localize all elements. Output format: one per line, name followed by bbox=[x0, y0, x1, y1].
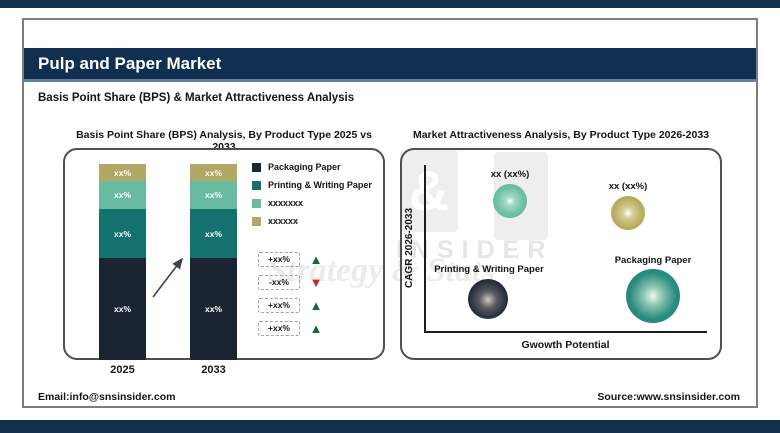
bps-change-box-1: +xx% bbox=[258, 252, 300, 267]
bar-2033-segment-xxxxxxx: xx% bbox=[190, 181, 237, 209]
x-axis-label: Gwowth Potential bbox=[521, 339, 610, 351]
segment-value: xx% bbox=[204, 190, 222, 200]
legend-item-printing-writing: Printing & Writing Paper bbox=[252, 179, 372, 191]
bps-change-box-4: +xx% bbox=[258, 321, 300, 336]
bar-2025-segment-xxxxxxx: xx% bbox=[99, 181, 146, 209]
bubble-label-seafoam: xx (xx%) bbox=[490, 169, 530, 180]
bar-2033-segment-printing-writing: xx% bbox=[190, 209, 237, 258]
legend-swatch-seafoam bbox=[252, 198, 261, 208]
legend-swatch-navy bbox=[252, 162, 261, 172]
bar-2033: xx% xx% xx% xx% bbox=[190, 164, 237, 360]
title-bar: Pulp and Paper Market bbox=[24, 48, 756, 82]
legend-label: Printing & Writing Paper bbox=[268, 180, 372, 190]
footer-email: Email:info@snsinsider.com bbox=[38, 391, 176, 403]
up-triangle-icon: ▲ bbox=[309, 252, 323, 267]
segment-value: xx% bbox=[204, 304, 222, 314]
down-triangle-icon: ▼ bbox=[309, 275, 323, 290]
legend-label: xxxxxx bbox=[268, 216, 299, 226]
legend-swatch-teal bbox=[252, 180, 261, 190]
up-triangle-icon: ▲ bbox=[309, 298, 323, 313]
segment-value: xx% bbox=[113, 304, 131, 314]
legend-label: xxxxxxx bbox=[268, 198, 304, 208]
y-axis-label: CAGR 2026-2033 bbox=[404, 207, 415, 289]
growth-arrow-icon bbox=[152, 257, 183, 298]
bps-legend: Packaging Paper Printing & Writing Paper… bbox=[252, 161, 372, 233]
segment-value: xx% bbox=[113, 190, 131, 200]
attractiveness-chart-title: Market Attractiveness Analysis, By Produ… bbox=[412, 129, 710, 141]
bubble-label-printing-writing: Printing & Writing Paper bbox=[434, 264, 544, 275]
bubble-seafoam bbox=[493, 184, 527, 218]
bubble-label-khaki: xx (xx%) bbox=[608, 181, 648, 192]
legend-swatch-khaki bbox=[252, 216, 261, 226]
bubble-khaki bbox=[611, 196, 645, 230]
bps-change-box-2: -xx% bbox=[258, 275, 300, 290]
legend-item-packaging: Packaging Paper bbox=[252, 161, 372, 173]
bar-2025-segment-packaging: xx% bbox=[99, 258, 146, 360]
bps-chart-title: Basis Point Share (BPS) Analysis, By Pro… bbox=[76, 129, 372, 153]
page-title: Pulp and Paper Market bbox=[38, 54, 222, 73]
attractiveness-chart-panel bbox=[400, 148, 722, 360]
bar-2025-segment-xxxxxx: xx% bbox=[99, 164, 146, 181]
bubble-packaging-paper bbox=[626, 269, 680, 323]
legend-label: Packaging Paper bbox=[268, 162, 341, 172]
legend-item-xxxxxx: xxxxxx bbox=[252, 215, 372, 227]
bubble-printing-writing-paper bbox=[468, 279, 508, 319]
footer-source: Source:www.snsinsider.com bbox=[597, 391, 740, 403]
y-axis-line bbox=[424, 165, 426, 333]
top-accent-strip bbox=[0, 0, 780, 8]
page-subtitle: Basis Point Share (BPS) & Market Attract… bbox=[38, 92, 355, 104]
bps-change-box-3: +xx% bbox=[258, 298, 300, 313]
segment-value: xx% bbox=[204, 167, 222, 178]
segment-value: xx% bbox=[113, 228, 131, 239]
year-label-2033: 2033 bbox=[201, 364, 226, 376]
legend-item-xxxxxxx: xxxxxxx bbox=[252, 197, 372, 209]
bubble-label-packaging: Packaging Paper bbox=[614, 255, 692, 266]
bar-2033-segment-xxxxxx: xx% bbox=[190, 164, 237, 181]
x-axis-line bbox=[424, 331, 707, 333]
up-triangle-icon: ▲ bbox=[309, 321, 323, 336]
bottom-accent-strip bbox=[0, 420, 780, 433]
segment-value: xx% bbox=[113, 167, 131, 178]
bar-2025-segment-printing-writing: xx% bbox=[99, 209, 146, 258]
bar-2033-segment-packaging: xx% bbox=[190, 258, 237, 360]
year-label-2025: 2025 bbox=[110, 364, 135, 376]
segment-value: xx% bbox=[204, 228, 222, 239]
bar-2025: xx% xx% xx% xx% bbox=[99, 164, 146, 360]
